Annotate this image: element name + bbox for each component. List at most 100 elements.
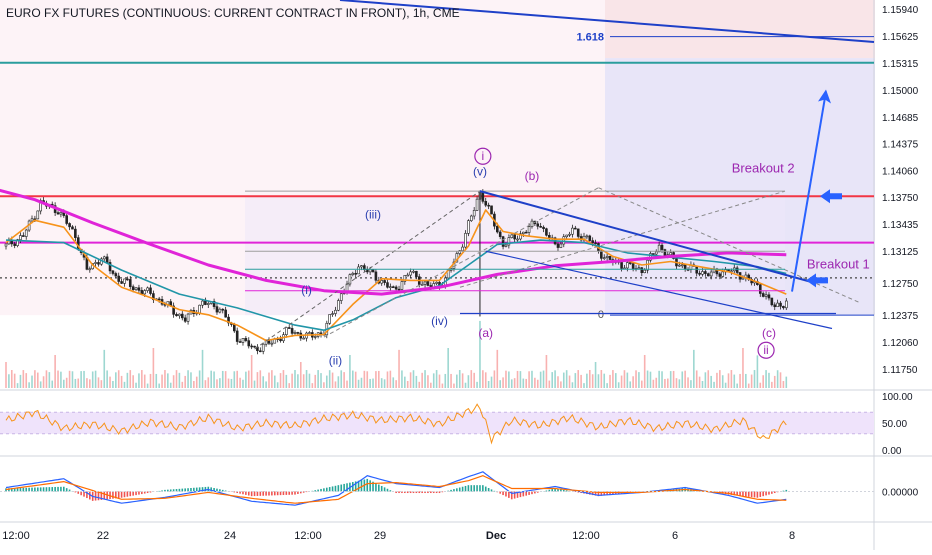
macd-bar bbox=[485, 487, 487, 492]
volume-bar bbox=[317, 370, 319, 388]
volume-bar bbox=[583, 383, 585, 388]
candle-body bbox=[233, 325, 235, 331]
volume-bar bbox=[722, 375, 724, 388]
volume-bar bbox=[739, 374, 741, 388]
candle-body bbox=[465, 233, 467, 247]
candle-body bbox=[410, 272, 412, 275]
rsi-tick-label-0: 100.00 bbox=[882, 392, 913, 403]
volume-bar bbox=[676, 378, 678, 388]
volume-bar bbox=[641, 381, 643, 388]
price-tick-label-9: 1.13125 bbox=[882, 247, 919, 258]
volume-bar bbox=[271, 370, 273, 388]
volume-bar bbox=[748, 384, 750, 388]
candle-body bbox=[181, 314, 183, 318]
macd-bar bbox=[470, 485, 472, 491]
wave-label-9: ii bbox=[763, 343, 768, 357]
volume-bar bbox=[575, 373, 577, 388]
volume-bar bbox=[407, 381, 409, 388]
macd-bar bbox=[277, 491, 279, 495]
volume-bar bbox=[606, 383, 608, 388]
price-tick-label-6: 1.14060 bbox=[882, 167, 919, 178]
rsi-tick-label-2: 0.00 bbox=[882, 446, 902, 457]
volume-bar bbox=[340, 370, 342, 388]
volume-bar bbox=[595, 362, 597, 388]
volume-bar bbox=[702, 381, 704, 388]
macd-bar bbox=[23, 488, 25, 492]
volume-bar bbox=[60, 372, 62, 388]
volume-bar bbox=[121, 376, 123, 388]
volume-bar bbox=[199, 370, 201, 388]
volume-bar bbox=[338, 376, 340, 388]
candle-body bbox=[681, 265, 683, 266]
candle-body bbox=[291, 328, 293, 333]
candle-body bbox=[473, 210, 475, 216]
candle-body bbox=[545, 229, 547, 236]
macd-bar bbox=[502, 491, 504, 495]
candle-body bbox=[586, 236, 588, 237]
volume-bar bbox=[75, 379, 77, 388]
macd-bar bbox=[66, 488, 68, 491]
candle-body bbox=[245, 338, 247, 340]
volume-bar bbox=[618, 382, 620, 388]
volume-bar bbox=[598, 374, 600, 388]
price-tick-label-7: 1.13750 bbox=[882, 193, 919, 204]
macd-bar bbox=[450, 490, 452, 492]
volume-bar bbox=[687, 377, 689, 388]
macd-bar bbox=[242, 491, 244, 494]
macd-bar bbox=[525, 491, 527, 495]
volume-bar bbox=[491, 377, 493, 388]
candle-body bbox=[14, 244, 16, 246]
volume-bar bbox=[335, 381, 337, 388]
volume-bar bbox=[554, 370, 556, 388]
candle-body bbox=[777, 303, 779, 307]
candle-body bbox=[178, 314, 180, 316]
volume-bar bbox=[147, 384, 149, 388]
candle-body bbox=[514, 235, 516, 239]
candle-body bbox=[123, 279, 125, 283]
candle-body bbox=[337, 301, 339, 311]
volume-bar bbox=[404, 377, 406, 388]
candle-body bbox=[730, 271, 732, 272]
candle-body bbox=[294, 332, 296, 333]
candle-body bbox=[239, 342, 241, 343]
volume-bar bbox=[447, 348, 449, 388]
volume-bar bbox=[690, 380, 692, 388]
candle-body bbox=[499, 232, 501, 237]
macd-bar bbox=[774, 491, 776, 493]
macd-bar bbox=[575, 491, 577, 492]
candle-body bbox=[314, 336, 316, 337]
candle-body bbox=[488, 205, 490, 206]
macd-bar bbox=[260, 491, 262, 495]
volume-bar bbox=[667, 379, 669, 388]
macd-bar bbox=[742, 491, 744, 496]
candle-body bbox=[66, 216, 68, 224]
candle-body bbox=[57, 213, 59, 214]
volume-bar bbox=[268, 373, 270, 388]
candle-body bbox=[701, 271, 703, 274]
volume-bar bbox=[141, 370, 143, 388]
volume-bar bbox=[468, 375, 470, 388]
volume-bar bbox=[25, 373, 27, 388]
candle-body bbox=[384, 280, 386, 282]
candle-body bbox=[147, 288, 149, 291]
macd-bar bbox=[751, 491, 753, 497]
volume-bar bbox=[473, 373, 475, 388]
rsi-band bbox=[0, 412, 874, 434]
volume-bar bbox=[693, 350, 695, 388]
candle-body bbox=[118, 276, 120, 281]
macd-bar bbox=[257, 491, 259, 496]
volume-bar bbox=[89, 379, 91, 388]
candle-body bbox=[638, 268, 640, 269]
candle-body bbox=[595, 243, 597, 244]
macd-bar bbox=[196, 488, 198, 492]
volume-bar bbox=[786, 377, 788, 388]
volume-bar bbox=[508, 371, 510, 388]
callout-label-11: Breakout 1 bbox=[807, 256, 870, 271]
volume-bar bbox=[349, 355, 351, 388]
candle-body bbox=[592, 241, 594, 243]
volume-bar bbox=[352, 371, 354, 388]
volume-bar bbox=[54, 355, 56, 388]
volume-bar bbox=[745, 374, 747, 388]
macd-bar bbox=[465, 486, 467, 491]
